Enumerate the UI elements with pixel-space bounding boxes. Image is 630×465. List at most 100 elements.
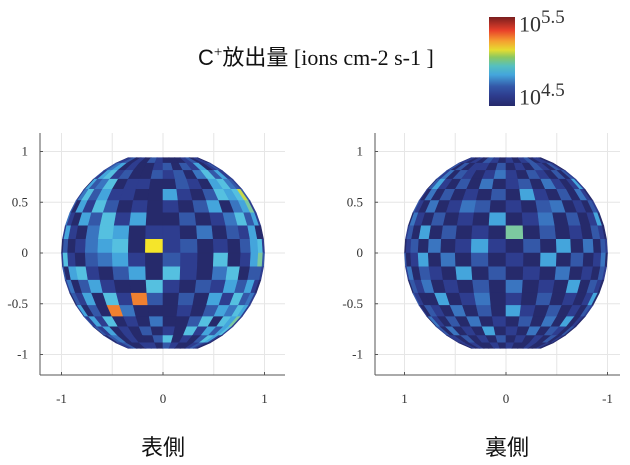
heatmap-cell bbox=[225, 266, 241, 281]
y-tick-label: 0 bbox=[357, 245, 364, 260]
heatmap-cell bbox=[505, 225, 524, 240]
heatmap-cell bbox=[162, 188, 179, 201]
heatmap-cell bbox=[505, 305, 522, 318]
heatmap-cell bbox=[440, 252, 457, 268]
chart-title: C+放出量 [ions cm-2 s-1 ] bbox=[198, 40, 434, 72]
x-tick-label: 1 bbox=[261, 391, 268, 406]
heatmap-cell bbox=[456, 279, 475, 294]
heatmap-cell bbox=[196, 266, 214, 281]
heatmap-cell bbox=[428, 266, 444, 281]
heatmap-cell bbox=[488, 238, 507, 254]
heatmap-cell bbox=[520, 292, 539, 306]
heatmap-cell bbox=[113, 212, 132, 227]
heatmap-cell bbox=[132, 188, 150, 201]
heatmap-cell bbox=[85, 225, 101, 240]
y-tick-label: -0.5 bbox=[7, 296, 28, 311]
heatmap-cell bbox=[162, 266, 181, 281]
heatmap-cell bbox=[489, 292, 507, 306]
heatmap-cell bbox=[488, 266, 507, 281]
heatmap-cell bbox=[178, 212, 197, 227]
heatmap-cell bbox=[147, 305, 164, 318]
heatmap-cell bbox=[570, 238, 585, 254]
heatmap-cell bbox=[128, 266, 147, 281]
heatmap-cell bbox=[239, 238, 252, 254]
panel-label-back: 裏側 bbox=[485, 435, 530, 460]
heatmap-cell bbox=[145, 252, 164, 268]
heatmap-cell bbox=[491, 316, 507, 328]
heatmap-cell bbox=[441, 266, 458, 281]
heatmap-cell bbox=[162, 200, 180, 214]
heatmap-cell bbox=[162, 316, 178, 328]
heatmap-cell bbox=[471, 225, 490, 240]
heatmap-cell bbox=[472, 212, 491, 227]
heatmap-cell bbox=[211, 225, 228, 240]
heatmap-cell bbox=[441, 225, 458, 240]
heatmap-cell bbox=[505, 252, 524, 268]
heatmap-cell bbox=[582, 252, 595, 268]
title-charge: + bbox=[213, 44, 223, 61]
heatmap-cell bbox=[177, 292, 196, 306]
heatmap-cell bbox=[521, 279, 540, 294]
heatmap-cell bbox=[145, 266, 164, 281]
heatmap-cell bbox=[146, 200, 164, 214]
heatmap-cell bbox=[111, 252, 129, 268]
heatmap-cell bbox=[505, 279, 524, 294]
heatmap-cell bbox=[440, 238, 457, 254]
colorbar bbox=[489, 17, 515, 106]
heatmap-cell bbox=[568, 266, 584, 281]
heatmap-cell bbox=[455, 266, 473, 281]
heatmap-cell bbox=[146, 292, 164, 306]
heatmap-cell bbox=[472, 279, 491, 294]
y-tick-label: 0 bbox=[22, 245, 29, 260]
heatmap-cell bbox=[129, 212, 148, 227]
heatmap-cell bbox=[74, 252, 87, 268]
y-tick-label: 0.5 bbox=[12, 194, 28, 209]
heatmap-cell bbox=[132, 305, 150, 318]
heatmap-cell bbox=[130, 292, 149, 306]
heatmap-cell bbox=[148, 178, 164, 190]
heatmap-cell bbox=[162, 305, 179, 318]
heatmap-cell bbox=[456, 212, 475, 227]
heatmap-cell bbox=[454, 238, 472, 254]
heatmap-cell bbox=[111, 238, 129, 254]
heatmap-cell bbox=[454, 252, 472, 268]
heatmap-cell bbox=[113, 279, 132, 294]
heatmap-cell bbox=[523, 238, 542, 254]
heatmap-cell bbox=[428, 225, 444, 240]
heatmap-cell bbox=[410, 252, 420, 268]
heatmap-cell bbox=[495, 162, 507, 171]
heatmap-cell bbox=[162, 292, 180, 306]
heatmap-cell bbox=[99, 212, 117, 227]
heatmap-cell bbox=[150, 326, 164, 336]
heatmap-cell bbox=[147, 188, 164, 201]
heatmap-cell bbox=[249, 252, 259, 268]
heatmap-cell bbox=[539, 225, 557, 240]
heatmap-cell bbox=[417, 252, 430, 268]
heatmap-cell bbox=[522, 225, 541, 240]
y-tick-label: 1 bbox=[357, 144, 364, 159]
heatmap-cell bbox=[417, 238, 430, 254]
heatmap-cell bbox=[471, 266, 490, 281]
heatmap-cell bbox=[225, 225, 241, 240]
y-tick-label: -1 bbox=[352, 347, 363, 362]
heatmap-cell bbox=[488, 225, 507, 240]
heatmap-cell bbox=[212, 238, 229, 254]
heatmap-cell bbox=[112, 266, 130, 281]
heatmap-cell bbox=[98, 225, 115, 240]
heatmap-cell bbox=[540, 252, 558, 268]
heatmap-cell bbox=[227, 238, 242, 254]
heatmap-cell bbox=[67, 238, 77, 254]
heatmap-cell bbox=[473, 292, 492, 306]
heatmap-cell bbox=[427, 252, 442, 268]
heatmap-cell bbox=[196, 225, 214, 240]
heatmap-cell bbox=[85, 266, 101, 281]
heatmap-cell bbox=[212, 252, 229, 268]
heatmap-cell bbox=[180, 238, 199, 254]
heatmap-cell bbox=[554, 225, 571, 240]
heatmap-cell bbox=[555, 238, 572, 254]
heatmap-cell bbox=[459, 200, 477, 214]
heatmap-cell bbox=[197, 238, 215, 254]
heatmap-cell bbox=[493, 326, 507, 336]
heatmap-cell bbox=[459, 292, 477, 306]
heatmap-cell bbox=[112, 225, 130, 240]
